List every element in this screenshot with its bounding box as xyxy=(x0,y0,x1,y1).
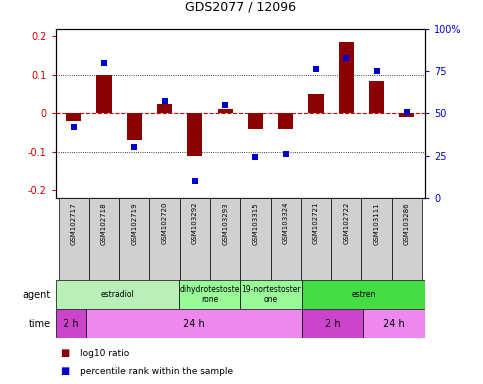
Bar xyxy=(302,309,364,338)
Bar xyxy=(241,280,302,309)
Text: 2 h: 2 h xyxy=(325,318,341,329)
Text: GSM103315: GSM103315 xyxy=(253,202,258,245)
Point xyxy=(221,102,229,108)
Text: 19-nortestoster
one: 19-nortestoster one xyxy=(242,285,301,305)
Text: GSM103286: GSM103286 xyxy=(404,202,410,245)
Bar xyxy=(210,198,241,280)
Point xyxy=(252,154,259,160)
Text: 24 h: 24 h xyxy=(384,318,405,329)
Bar xyxy=(217,109,233,113)
Text: GDS2077 / 12096: GDS2077 / 12096 xyxy=(185,0,296,13)
Text: estren: estren xyxy=(351,290,376,299)
Text: agent: agent xyxy=(23,290,51,300)
Point xyxy=(373,68,381,74)
Bar xyxy=(187,113,202,156)
Bar xyxy=(361,198,392,280)
Bar xyxy=(399,113,414,117)
Bar xyxy=(392,198,422,280)
Text: GSM102720: GSM102720 xyxy=(162,202,168,244)
Bar xyxy=(302,280,425,309)
Bar xyxy=(89,198,119,280)
Bar xyxy=(241,198,270,280)
Text: percentile rank within the sample: percentile rank within the sample xyxy=(80,367,233,376)
Text: dihydrotestoste
rone: dihydrotestoste rone xyxy=(179,285,240,305)
Text: GSM103292: GSM103292 xyxy=(192,202,198,244)
Text: 2 h: 2 h xyxy=(63,318,79,329)
Bar xyxy=(309,94,324,113)
Bar xyxy=(248,113,263,129)
Bar xyxy=(157,104,172,113)
Point xyxy=(70,124,78,130)
Bar xyxy=(270,198,301,280)
Text: GSM103111: GSM103111 xyxy=(373,202,380,245)
Bar xyxy=(149,198,180,280)
Text: GSM102721: GSM102721 xyxy=(313,202,319,244)
Text: 24 h: 24 h xyxy=(183,318,205,329)
Text: GSM102722: GSM102722 xyxy=(343,202,349,244)
Text: log10 ratio: log10 ratio xyxy=(80,349,129,358)
Text: ■: ■ xyxy=(60,366,70,376)
Bar xyxy=(58,198,89,280)
Text: ■: ■ xyxy=(60,348,70,358)
Bar xyxy=(301,198,331,280)
Point xyxy=(342,55,350,61)
Bar xyxy=(97,75,112,113)
Text: GSM102717: GSM102717 xyxy=(71,202,77,245)
Bar xyxy=(180,198,210,280)
Bar xyxy=(364,309,425,338)
Bar xyxy=(278,113,293,129)
Bar xyxy=(56,309,86,338)
Bar xyxy=(339,42,354,113)
Bar xyxy=(66,113,81,121)
Point xyxy=(100,60,108,66)
Bar xyxy=(179,280,240,309)
Bar xyxy=(119,198,149,280)
Text: GSM103324: GSM103324 xyxy=(283,202,289,244)
Point xyxy=(191,178,199,184)
Point xyxy=(312,66,320,73)
Point xyxy=(130,144,138,150)
Bar xyxy=(56,280,179,309)
Point xyxy=(282,151,290,157)
Bar xyxy=(127,113,142,140)
Bar xyxy=(331,198,361,280)
Text: time: time xyxy=(28,318,51,329)
Text: estradiol: estradiol xyxy=(100,290,134,299)
Bar xyxy=(369,81,384,113)
Text: GSM102719: GSM102719 xyxy=(131,202,137,245)
Text: GSM102718: GSM102718 xyxy=(101,202,107,245)
Point xyxy=(403,109,411,115)
Bar xyxy=(86,309,302,338)
Text: GSM103293: GSM103293 xyxy=(222,202,228,245)
Point xyxy=(161,98,169,104)
